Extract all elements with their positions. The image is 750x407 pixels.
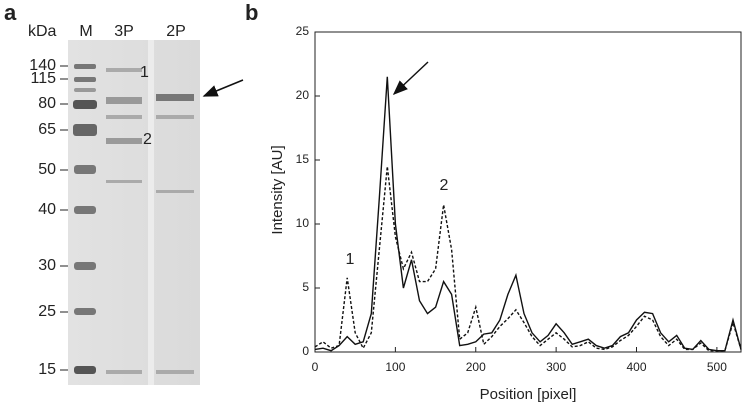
marker-label: 50 bbox=[38, 161, 56, 178]
lane-label: 3P bbox=[114, 23, 134, 40]
x-tick-label: 500 bbox=[707, 360, 727, 374]
marker-label: 140 bbox=[29, 57, 56, 74]
y-tick-label: 25 bbox=[296, 24, 310, 38]
lane-label: M bbox=[79, 23, 92, 40]
y-tick-label: 20 bbox=[296, 88, 310, 102]
y-tick-label: 15 bbox=[296, 152, 310, 166]
annotation: 2 bbox=[440, 177, 449, 194]
x-tick-label: 400 bbox=[626, 360, 646, 374]
lane-label: 2P bbox=[166, 23, 186, 40]
y-tick-label: 0 bbox=[302, 344, 309, 358]
x-tick-label: 100 bbox=[385, 360, 405, 374]
arrow bbox=[392, 61, 429, 96]
marker-label: 40 bbox=[38, 201, 56, 218]
marker-label: 115 bbox=[30, 70, 56, 87]
y-tick-label: 10 bbox=[296, 216, 310, 230]
data-line bbox=[314, 166, 742, 352]
marker-label: 30 bbox=[38, 257, 56, 274]
gel-image bbox=[68, 40, 244, 385]
band-label: 1 bbox=[140, 64, 149, 81]
plot-frame bbox=[314, 31, 742, 353]
x-tick-label: 0 bbox=[312, 360, 319, 374]
x-tick-label: 200 bbox=[466, 360, 486, 374]
data-line bbox=[314, 76, 742, 352]
marker-label: 25 bbox=[38, 303, 56, 320]
panel-label: b bbox=[245, 0, 258, 25]
marker-label: 65 bbox=[38, 121, 56, 138]
panel-label: a bbox=[4, 0, 17, 25]
marker-label: 80 bbox=[38, 95, 56, 112]
annotation: 1 bbox=[346, 251, 355, 268]
y-tick-label: 5 bbox=[302, 280, 309, 294]
x-tick-label: 300 bbox=[546, 360, 566, 374]
x-axis-label: Position [pixel] bbox=[480, 386, 577, 403]
marker-label: 15 bbox=[38, 361, 56, 378]
band-label: 2 bbox=[143, 131, 152, 148]
unit-label: kDa bbox=[28, 23, 57, 40]
y-axis-label: Intensity [AU] bbox=[269, 145, 286, 234]
